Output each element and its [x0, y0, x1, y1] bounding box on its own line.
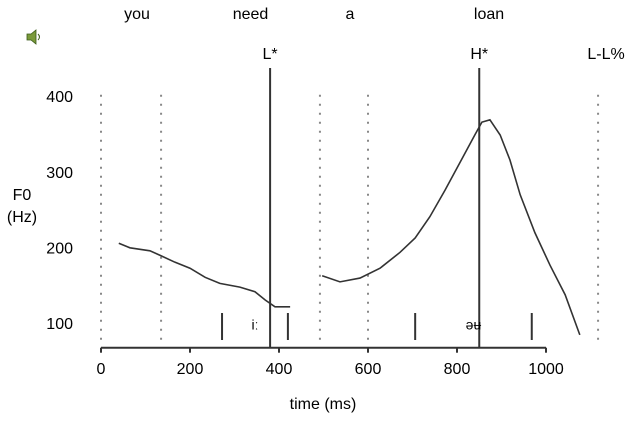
word-label: you — [124, 6, 150, 23]
x-tick-label: 1000 — [528, 361, 564, 378]
tone-label: L* — [263, 46, 278, 63]
tone-label: H* — [470, 46, 488, 63]
f0-contour — [321, 118, 581, 336]
y-tick-label: 400 — [46, 89, 73, 106]
y-tick-label: 200 — [46, 241, 73, 258]
y-axis-label: F0 — [13, 187, 32, 204]
segment-label: əʉ — [466, 317, 482, 333]
x-tick-label: 600 — [355, 361, 382, 378]
x-tick-label: 200 — [177, 361, 204, 378]
speaker-icon — [26, 29, 40, 45]
x-tick-label: 0 — [97, 361, 106, 378]
word-label: loan — [474, 6, 504, 23]
word-label: a — [346, 6, 355, 23]
y-axis-label: (Hz) — [7, 209, 37, 226]
word-label: need — [233, 6, 269, 23]
x-tick-label: 400 — [266, 361, 293, 378]
tone-label: L-L% — [587, 46, 624, 63]
segment-label: iː — [251, 317, 258, 333]
x-axis-label: time (ms) — [290, 396, 357, 413]
x-tick-label: 800 — [444, 361, 471, 378]
y-tick-label: 100 — [46, 316, 73, 333]
y-tick-label: 300 — [46, 165, 73, 182]
f0-contour — [118, 242, 291, 308]
